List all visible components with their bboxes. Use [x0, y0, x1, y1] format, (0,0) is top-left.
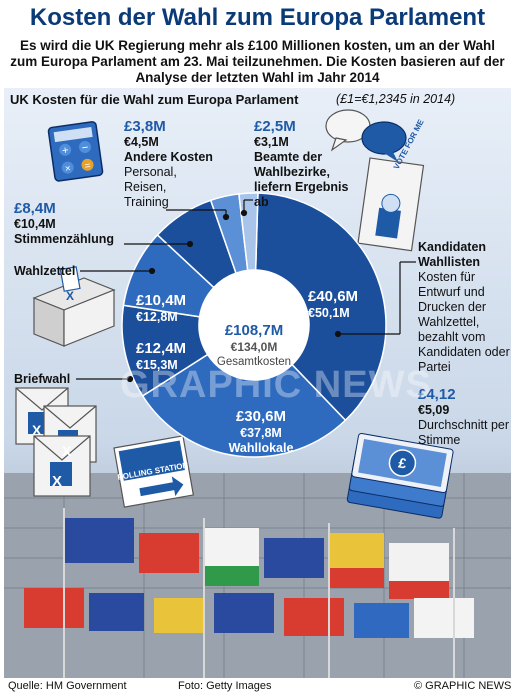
- donut-hole: [199, 270, 309, 380]
- ballot-box-icon: [32, 266, 116, 347]
- svg-text:£: £: [397, 454, 408, 471]
- annotation-kandidaten: Kandidaten Wahllisten Kosten für Entwurf…: [418, 240, 510, 374]
- svg-text:+: +: [61, 144, 69, 157]
- page-title: Kosten der Wahl zum Europa Parlament: [29, 4, 486, 31]
- annotation-briefwahl: Briefwahl: [14, 372, 71, 386]
- svg-text:=: =: [84, 160, 91, 172]
- section-heading: UK Kosten für die Wahl zum Europa Parlam…: [10, 92, 299, 107]
- banknotes-icon: £: [346, 432, 454, 519]
- total-eur: €134,0M: [230, 340, 278, 354]
- envelope-x-mark-2: X: [62, 443, 72, 459]
- footer-photo: Foto: Getty Images: [178, 680, 272, 692]
- page-subtitle: Es wird die UK Regierung mehr als £100 M…: [10, 38, 505, 85]
- polling-station-sign-icon: [113, 435, 195, 508]
- ballot-x-mark: X: [66, 289, 74, 303]
- footer-source: Quelle: HM Government: [8, 680, 127, 692]
- vote-poster-icon: [357, 157, 425, 252]
- donut-segments: [121, 192, 387, 458]
- annotation-zaehlung: £8,4M €10,4M Stimmenzählung: [14, 200, 115, 246]
- watermark: GRAPHIC NEWS: [120, 364, 432, 406]
- exchange-rate-note: (£1=€1,2345 in 2014): [336, 92, 456, 106]
- svg-text:−: −: [81, 142, 89, 155]
- footer-copyright: © GRAPHIC NEWS: [414, 680, 512, 692]
- envelope-x-mark-1: X: [32, 422, 42, 438]
- seg-label-kandidaten: £40,6M €50,1M: [308, 288, 359, 320]
- calculator-icon: + − × =: [47, 121, 104, 182]
- annotation-wahlzettel: Wahlzettel: [14, 264, 76, 278]
- seg-label-wahllokale: £30,6M €37,8M Wahllokale: [228, 408, 294, 455]
- donut-total: £108,7M €134,0M Gesamtkosten: [204, 322, 304, 370]
- seg-label-wahlzettel: £10,4M €12,8M: [136, 292, 187, 324]
- envelope-x-mark-3: X: [52, 473, 62, 490]
- annotation-beamte: £2,5M €3,1M Beamte der Wahlbezirke, lief…: [254, 118, 349, 209]
- annotation-andere: £3,8M €4,5M Andere Kosten Personal, Reis…: [124, 118, 213, 209]
- total-gbp: £108,7M: [224, 322, 284, 339]
- envelope-icon: [15, 387, 97, 497]
- total-label: Gesamtkosten: [216, 356, 292, 368]
- speech-bubbles-icon: [325, 109, 407, 162]
- flags-photo: [24, 508, 474, 678]
- annotation-per-vote: £4,12 €5,09 Durchschnitt per Stimme: [418, 386, 510, 447]
- svg-text:×: ×: [64, 163, 71, 175]
- seg-label-briefwahl: £12,4M €15,3M: [136, 340, 187, 372]
